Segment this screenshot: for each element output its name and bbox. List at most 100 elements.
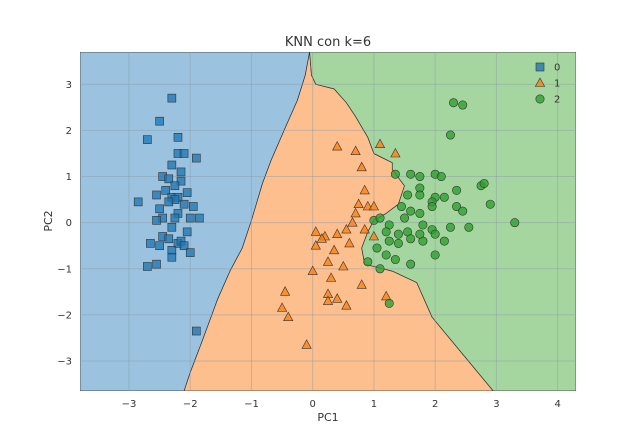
data-point-class-0 — [185, 213, 195, 223]
data-point-class-0 — [167, 160, 177, 170]
data-point-class-0 — [176, 167, 186, 177]
data-point-class-2 — [449, 98, 459, 108]
data-point-class-1 — [353, 198, 364, 208]
data-point-class-0 — [192, 326, 201, 336]
data-point-class-1 — [332, 140, 343, 151]
data-point-class-1 — [301, 339, 312, 349]
data-point-class-0 — [173, 133, 183, 142]
data-point-class-1 — [325, 272, 337, 282]
data-point-class-2 — [430, 229, 440, 239]
data-point-class-1 — [374, 138, 386, 148]
data-point-class-1 — [362, 200, 373, 211]
data-point-class-2 — [403, 190, 413, 200]
y-tick-label: −3 — [57, 357, 72, 368]
data-point-class-0 — [182, 227, 192, 237]
data-point-class-0 — [179, 149, 189, 158]
data-point-class-0 — [155, 116, 164, 126]
data-point-class-1 — [368, 200, 380, 211]
data-point-class-2 — [445, 222, 455, 232]
data-point-class-0 — [146, 239, 155, 248]
data-point-class-2 — [464, 222, 474, 232]
data-point-class-0 — [195, 213, 204, 223]
y-tick-label: −2 — [57, 310, 72, 321]
data-point-class-2 — [415, 208, 425, 218]
y-tick-label: 2 — [66, 126, 72, 137]
data-point-class-1 — [341, 223, 352, 234]
data-point-class-1 — [341, 300, 352, 310]
data-point-class-2 — [479, 178, 489, 188]
data-point-class-2 — [406, 169, 416, 179]
data-point-class-0 — [143, 135, 152, 144]
data-point-class-0 — [179, 199, 189, 209]
data-point-class-0 — [161, 186, 171, 195]
chart-title: KNN con k=6 — [285, 35, 371, 50]
data-point-class-0 — [143, 262, 152, 271]
data-point-class-1 — [347, 217, 358, 227]
legend: 0 1 2 — [534, 62, 560, 106]
data-point-class-1 — [344, 237, 355, 248]
data-point-class-0 — [176, 176, 186, 186]
data-point-class-2 — [390, 169, 400, 179]
data-point-class-1 — [332, 293, 343, 303]
y-tick-label: 1 — [66, 172, 72, 183]
tick-labels: −3 −2 −1 0 1 2 3 4 −3 −2 −1 0 1 2 3 — [57, 80, 561, 410]
data-point-class-0 — [155, 204, 164, 214]
data-point-class-2 — [415, 190, 425, 200]
data-point-class-1 — [356, 279, 367, 289]
data-point-class-1 — [368, 230, 380, 241]
data-point-class-0 — [192, 153, 201, 163]
legend-label-1: 1 — [554, 79, 560, 90]
data-point-class-2 — [363, 257, 373, 267]
decision-regions — [80, 52, 576, 391]
data-point-class-2 — [406, 259, 416, 269]
legend-marker-0 — [535, 62, 545, 72]
data-point-class-2 — [396, 202, 406, 212]
y-axis-label: PC2 — [42, 210, 55, 231]
data-point-class-0 — [167, 252, 177, 262]
data-point-class-1 — [316, 233, 328, 243]
x-tick-label: 4 — [554, 399, 560, 410]
data-point-class-0 — [185, 248, 195, 257]
data-point-class-2 — [427, 202, 437, 212]
data-point-class-2 — [436, 172, 446, 182]
data-point-class-2 — [384, 236, 394, 246]
data-point-class-2 — [458, 100, 468, 110]
data-point-class-1 — [332, 228, 343, 238]
data-point-class-1 — [359, 223, 370, 234]
data-point-class-1 — [310, 240, 321, 250]
data-point-class-0 — [164, 174, 174, 184]
x-tick-label: 1 — [371, 399, 377, 410]
data-point-class-2 — [372, 243, 382, 253]
data-point-class-1 — [322, 295, 334, 305]
data-point-class-0 — [152, 216, 161, 225]
x-tick-label: −2 — [183, 399, 198, 410]
data-point-class-0 — [167, 222, 177, 232]
data-point-class-1 — [356, 161, 367, 172]
data-point-class-0 — [179, 241, 189, 251]
data-point-class-0 — [164, 234, 174, 244]
data-point-class-0 — [152, 190, 161, 200]
data-point-class-2 — [430, 250, 440, 260]
legend-marker-2 — [535, 94, 545, 104]
legend-marker-1 — [534, 77, 546, 87]
data-points — [133, 93, 520, 349]
legend-label-2: 2 — [554, 95, 560, 106]
data-point-class-2 — [452, 185, 462, 195]
y-tick-label: −1 — [57, 264, 72, 275]
data-point-class-1 — [276, 302, 288, 312]
data-point-class-0 — [152, 259, 161, 269]
data-point-class-1 — [350, 207, 361, 218]
data-point-class-2 — [439, 236, 449, 246]
x-tick-label: 0 — [310, 399, 316, 410]
data-point-class-2 — [375, 264, 385, 274]
data-point-class-2 — [415, 229, 425, 239]
data-point-class-2 — [400, 213, 410, 223]
data-point-class-2 — [393, 229, 403, 239]
data-point-class-2 — [458, 206, 468, 216]
data-point-class-0 — [170, 213, 180, 223]
data-point-class-2 — [381, 250, 391, 260]
y-tick-label: 3 — [66, 80, 72, 91]
data-point-class-2 — [452, 202, 462, 212]
